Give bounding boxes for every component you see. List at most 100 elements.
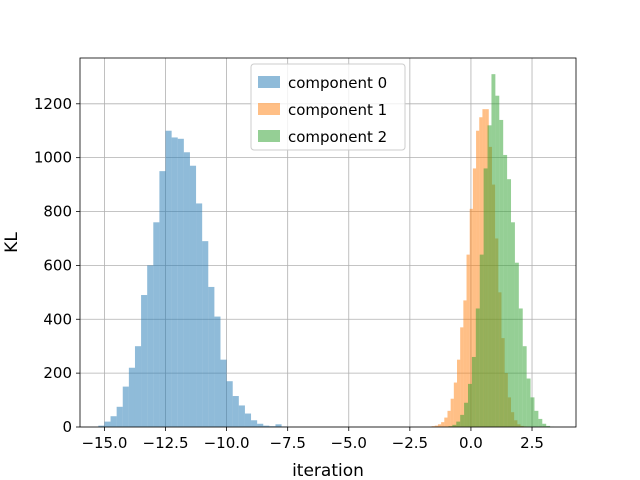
histogram-bar — [177, 138, 184, 427]
histogram-bar — [530, 397, 535, 427]
legend-entry-label: component 2 — [288, 128, 387, 146]
y-tick-label: 200 — [43, 364, 72, 382]
histogram-bar — [460, 414, 465, 427]
histogram-bar — [134, 346, 142, 427]
histogram-bar — [453, 382, 458, 427]
legend-swatch — [258, 130, 280, 142]
histogram-bar — [450, 398, 454, 427]
histogram-bar — [522, 346, 527, 427]
legend-entry-label: component 0 — [288, 74, 387, 92]
histogram-bar — [437, 424, 442, 427]
histogram-bar — [153, 222, 160, 427]
histogram-bar — [183, 152, 190, 427]
histogram-bar — [447, 410, 451, 427]
histogram-bar — [457, 359, 461, 427]
x-tick-label: −2.5 — [392, 434, 428, 452]
x-tick-label: −15.0 — [81, 434, 127, 452]
x-tick-label: −12.5 — [143, 434, 189, 452]
histogram-bar — [202, 241, 209, 427]
series-2-bars — [448, 74, 555, 428]
histogram-bar — [487, 125, 492, 428]
histogram-bar — [196, 203, 203, 427]
y-tick-label: 800 — [43, 203, 72, 221]
y-tick-label: 400 — [43, 310, 72, 328]
legend: component 0 component 1 component 2 — [250, 63, 406, 151]
histogram-bar — [546, 425, 551, 427]
histogram-bar — [214, 316, 221, 427]
histogram-bar — [275, 424, 282, 427]
histogram-bar — [431, 426, 435, 427]
histogram-bar — [232, 396, 239, 427]
histogram-bar — [441, 422, 445, 427]
histogram-bar — [456, 421, 461, 427]
histogram-bar — [472, 168, 477, 427]
y-tick-label: 1000 — [34, 149, 72, 167]
x-tick-label: 0.0 — [459, 434, 483, 452]
histogram-bar — [479, 254, 484, 427]
x-tick-label: −10.0 — [204, 434, 250, 452]
histogram-bar — [491, 74, 496, 427]
legend-swatch — [258, 76, 280, 88]
histogram-bar — [452, 424, 457, 427]
histogram-bar — [110, 416, 117, 427]
y-axis-label: KL — [2, 232, 22, 253]
legend-frame — [250, 63, 406, 151]
y-tick-label: 1200 — [34, 95, 72, 113]
histogram-bar — [238, 405, 245, 427]
histogram-bar — [226, 381, 233, 427]
histogram-bar — [269, 426, 276, 427]
histogram-bar — [464, 402, 469, 427]
legend-entry-label: component 1 — [288, 101, 387, 119]
histogram-bars — [98, 74, 555, 428]
x-axis-label: iteration — [292, 461, 364, 480]
histogram-bar — [220, 359, 227, 427]
histogram-bar — [263, 425, 270, 427]
legend-swatch — [258, 103, 280, 115]
histogram-bar — [475, 308, 480, 427]
histogram-bar — [147, 265, 154, 427]
axes-frame — [79, 57, 577, 428]
histogram-bar — [448, 426, 453, 427]
histogram-bar — [471, 356, 476, 427]
histogram-bar — [116, 406, 123, 427]
histogram-bar — [104, 421, 111, 427]
histogram-bar — [514, 262, 519, 427]
histogram-bar — [542, 423, 547, 427]
x-tick-label: −5.0 — [331, 434, 367, 452]
histogram-bar — [469, 208, 473, 427]
histogram-bar — [122, 386, 129, 427]
series-0-bars — [98, 130, 288, 427]
y-tick-label: 600 — [43, 256, 72, 274]
histogram-bar — [495, 95, 500, 427]
histogram-bar — [460, 327, 464, 427]
histogram-bar — [538, 418, 543, 427]
tick-labels: −15.0 −12.5 −10.0 −7.5 −5.0 −2.5 0.0 2.5 0 200 400… — [34, 95, 544, 452]
histogram-bar — [503, 154, 508, 427]
histogram-bar — [511, 222, 515, 427]
histogram-bar — [518, 308, 523, 427]
histogram-bar — [128, 367, 135, 427]
histogram-bar — [476, 130, 480, 427]
histogram-bar — [208, 286, 215, 427]
axes — [79, 57, 577, 428]
histogram-bar — [251, 420, 258, 427]
histogram-bar — [507, 179, 512, 427]
histogram-bar — [444, 417, 448, 427]
histogram-bar — [189, 165, 197, 427]
histogram-bar — [534, 410, 539, 427]
histogram-bar — [141, 295, 148, 427]
histogram-bar — [257, 423, 264, 427]
histogram-bar — [434, 425, 438, 427]
histogram-bar — [244, 413, 252, 427]
y-tick-label: 0 — [62, 418, 72, 436]
histogram-bar — [468, 383, 472, 427]
x-tick-label: 2.5 — [520, 434, 544, 452]
histogram-bar — [159, 171, 166, 427]
tick-marks — [76, 103, 533, 431]
histogram-bar — [98, 425, 105, 427]
histogram-bar — [483, 168, 488, 427]
histogram-bar — [466, 254, 470, 427]
histogram-bar — [463, 300, 467, 427]
histogram-bar — [171, 137, 178, 427]
